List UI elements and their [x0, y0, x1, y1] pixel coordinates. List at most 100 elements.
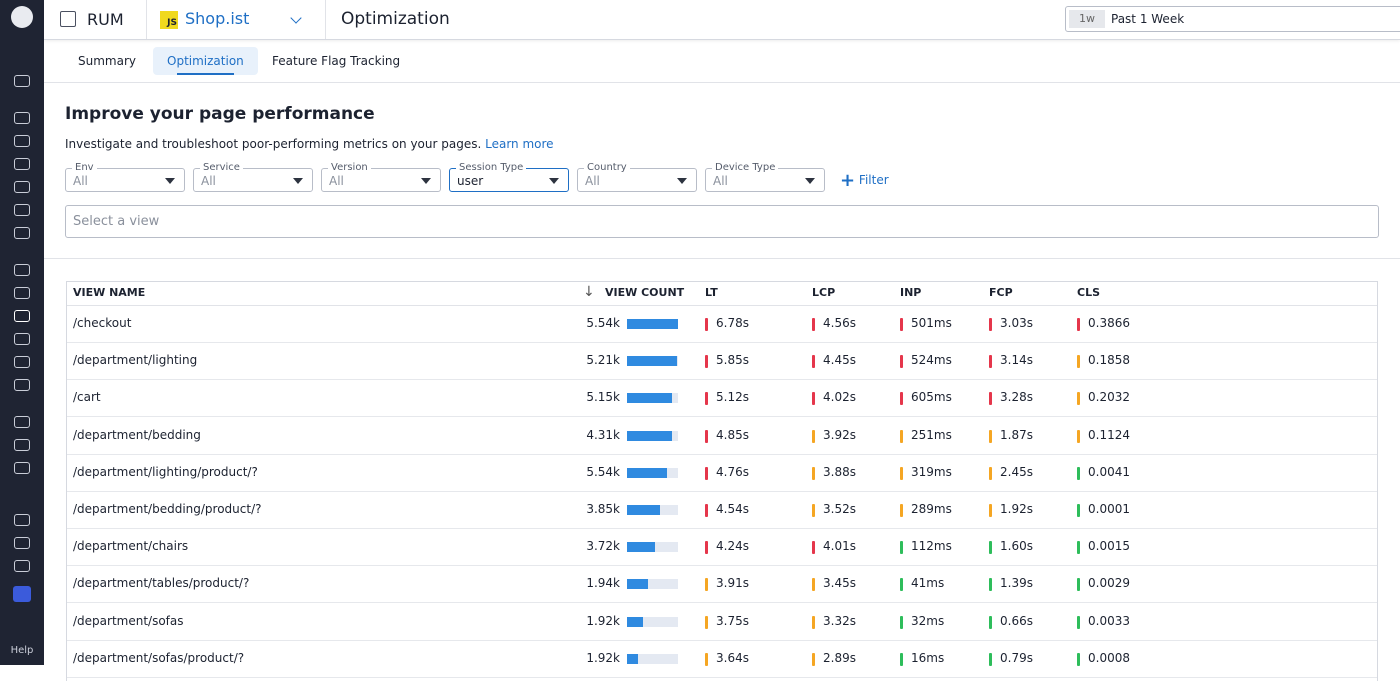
caret: [293, 178, 303, 184]
avatar[interactable]: [13, 586, 31, 602]
metric-value: 0.0001: [1088, 502, 1130, 516]
metric-value: 4.02s: [823, 390, 856, 405]
nav-icon[interactable]: [14, 158, 30, 170]
view-count: 1.92k: [586, 650, 620, 665]
nav-icon[interactable]: [14, 514, 30, 526]
nav-icon[interactable]: [14, 379, 30, 391]
status-indicator: [989, 355, 992, 369]
nav-icon[interactable]: [14, 227, 30, 239]
view-count-bar-track: [627, 430, 678, 441]
nav-icon[interactable]: [14, 264, 30, 276]
filter-dropdown[interactable]: Env All: [65, 162, 185, 192]
status-indicator: [989, 652, 992, 666]
nav-icon[interactable]: [14, 416, 30, 428]
metric-value: 0.0008: [1088, 650, 1130, 665]
time-selector[interactable]: 1w Past 1 Week: [1065, 6, 1400, 32]
column-header[interactable]: LCP: [812, 286, 836, 299]
table-row[interactable]: /department/lighting/product/? 5.54k 4.76s…: [67, 454, 1377, 492]
app-caret[interactable]: [290, 12, 302, 24]
table-row[interactable]: /department/bedding 4.31k 4.85s 3.92s 251ms 1…: [67, 417, 1377, 455]
filter-dropdown[interactable]: Version All: [321, 162, 441, 192]
tab-underline: [177, 73, 234, 75]
nav-icon[interactable]: [14, 287, 30, 299]
caret: [421, 178, 431, 184]
tab[interactable]: Feature Flag Tracking: [272, 54, 401, 68]
tab[interactable]: Summary: [78, 54, 136, 68]
add-filter[interactable]: + Filter: [840, 170, 889, 191]
nav-icon[interactable]: [14, 112, 30, 124]
time-short: 1w: [1069, 10, 1105, 28]
view-count-bar-track: [627, 467, 678, 478]
status-indicator: [705, 392, 708, 406]
column-header[interactable]: VIEW COUNT: [605, 286, 685, 299]
nav-icon[interactable]: [14, 560, 30, 572]
search-box[interactable]: Select a view: [65, 205, 1379, 238]
metric-value: 289ms: [911, 502, 952, 516]
column-header[interactable]: INP: [900, 286, 922, 299]
app-name[interactable]: Shop.ist: [185, 9, 250, 28]
metric-value: 4.54s: [716, 502, 749, 516]
metric-value: 112ms: [911, 539, 952, 554]
table-row[interactable]: /department/lighting 5.21k 5.85s 4.45s 524ms…: [67, 342, 1377, 381]
status-indicator: [989, 318, 992, 331]
table-row[interactable]: /department/sofas/product/? 1.92k 3.64s 2.8…: [67, 640, 1377, 678]
view-name: /department/bedding/product/?: [73, 502, 262, 516]
status-indicator: [705, 578, 708, 592]
nav-icon[interactable]: [14, 204, 30, 216]
tab[interactable]: Optimization: [153, 47, 258, 75]
metric-value: 4.24s: [716, 539, 749, 554]
sort-arrow[interactable]: ↓: [583, 284, 595, 300]
status-indicator: [989, 504, 992, 517]
nav-icon[interactable]: [14, 462, 30, 474]
metric-value: 0.0033: [1088, 613, 1130, 628]
view-count-bar: [627, 579, 649, 590]
view-count: 1.94k: [586, 576, 620, 591]
metric-value: 0.1124: [1088, 427, 1130, 442]
table-row[interactable]: /department/sofas 1.92k 3.75s 3.32s 32ms 0.66…: [67, 603, 1377, 641]
filter-dropdown[interactable]: Session Type user: [449, 162, 569, 192]
column-header[interactable]: FCP: [989, 286, 1013, 299]
table-row[interactable]: /checkout 5.54k 6.78s 4.56s 501ms 3.03s 0.3866: [67, 305, 1377, 343]
column-header[interactable]: CLS: [1077, 286, 1101, 299]
table-row[interactable]: /department/tables/product/? 1.94k 3.91s 3.…: [67, 565, 1377, 604]
nav-icon[interactable]: [14, 537, 30, 549]
metric-value: 1.92s: [1000, 502, 1033, 516]
table-row[interactable]: /cart 5.15k 5.12s 4.02s 605ms 3.28s 0.2032: [67, 379, 1377, 418]
table-row[interactable]: /department/chairs 3.72k 4.24s 4.01s 112ms 1.…: [67, 528, 1377, 567]
table-header: VIEW NAME ↓ VIEW COUNT LT LCP INP FCP CLS: [67, 282, 1377, 306]
view-count: 5.54k: [586, 464, 620, 479]
column-header[interactable]: VIEW NAME: [73, 286, 146, 299]
learn-more-link[interactable]: Learn more: [485, 137, 554, 151]
table-row[interactable]: /department/bedding/product/? 3.85k 4.54s 3…: [67, 491, 1377, 529]
filter-dropdown[interactable]: Device Type All: [705, 162, 825, 192]
rum-icon: [60, 11, 76, 27]
app-badge: JS: [160, 11, 178, 29]
filter-value: All: [201, 174, 216, 188]
nav-icon[interactable]: [14, 356, 30, 368]
status-indicator: [705, 466, 708, 480]
status-indicator: [1077, 355, 1080, 369]
logo[interactable]: [11, 6, 33, 28]
column-header[interactable]: LT: [705, 286, 718, 299]
product-name: RUM: [87, 10, 124, 29]
view-count-bar: [627, 542, 656, 553]
nav-icon[interactable]: [14, 75, 30, 87]
filter-dropdown[interactable]: Country All: [577, 162, 697, 192]
help-label[interactable]: Help: [10, 645, 34, 656]
status-indicator: [900, 615, 903, 629]
view-count-bar-track: [627, 616, 678, 627]
nav-icon[interactable]: [14, 439, 30, 451]
status-indicator: [812, 392, 815, 406]
nav-icon[interactable]: [14, 135, 30, 147]
view-name: /department/sofas/product/?: [73, 650, 245, 665]
nav-icon[interactable]: [14, 310, 30, 322]
nav-icon[interactable]: [14, 333, 30, 345]
nav-icon[interactable]: [14, 181, 30, 193]
metric-value: 251ms: [911, 427, 952, 442]
filter-dropdown[interactable]: Service All: [193, 162, 313, 192]
status-indicator: [1077, 615, 1080, 629]
view-name: /department/lighting/product/?: [73, 464, 258, 479]
metric-value: 605ms: [911, 390, 952, 405]
metric-value: 3.45s: [823, 576, 856, 591]
filter-label: Session Type: [456, 162, 527, 174]
